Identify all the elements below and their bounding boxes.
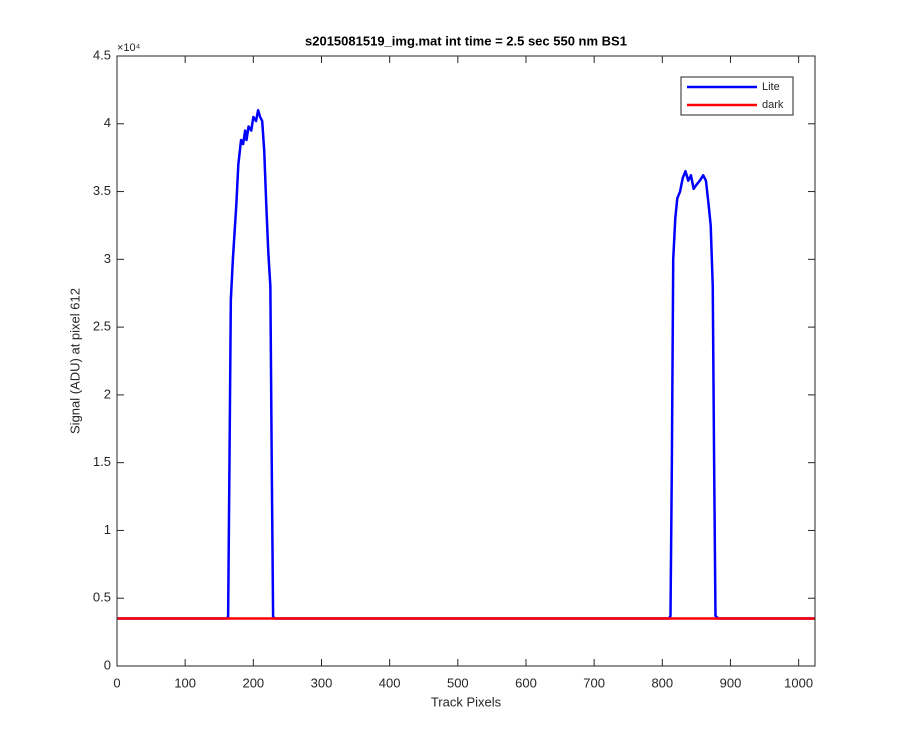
y-tick-label: 4.5 [93, 47, 111, 62]
y-tick-label: 0.5 [93, 590, 111, 605]
y-tick-label: 3 [104, 251, 111, 266]
x-tick-label: 100 [174, 675, 196, 690]
legend-box [680, 76, 794, 116]
y-tick-label: 4 [104, 115, 111, 130]
x-tick-label: 400 [379, 675, 401, 690]
y-exponent: ×10⁴ [117, 42, 141, 54]
legend-label: dark [762, 99, 784, 111]
x-axis-label: Track Pixels [431, 694, 502, 709]
y-tick-label: 1.5 [93, 454, 111, 469]
y-axis-label: Signal (ADU) at pixel 612 [67, 288, 82, 434]
x-tick-label: 1000 [784, 675, 813, 690]
x-tick-label: 0 [113, 675, 120, 690]
x-tick-label: 700 [583, 675, 605, 690]
y-tick-label: 3.5 [93, 183, 111, 198]
x-tick-label: 300 [311, 675, 333, 690]
legend-label: Lite [762, 81, 780, 93]
x-tick-label: 800 [651, 675, 673, 690]
axes-box [116, 55, 816, 667]
chart-title: s2015081519_img.mat int time = 2.5 sec 5… [305, 33, 627, 48]
x-tick-label: 200 [242, 675, 264, 690]
x-tick-label: 500 [447, 675, 469, 690]
y-tick-label: 0 [104, 657, 111, 672]
y-tick-label: 2.5 [93, 319, 111, 334]
x-tick-label: 900 [720, 675, 742, 690]
x-tick-label: 600 [515, 675, 537, 690]
y-tick-label: 1 [104, 522, 111, 537]
y-tick-label: 2 [104, 386, 111, 401]
